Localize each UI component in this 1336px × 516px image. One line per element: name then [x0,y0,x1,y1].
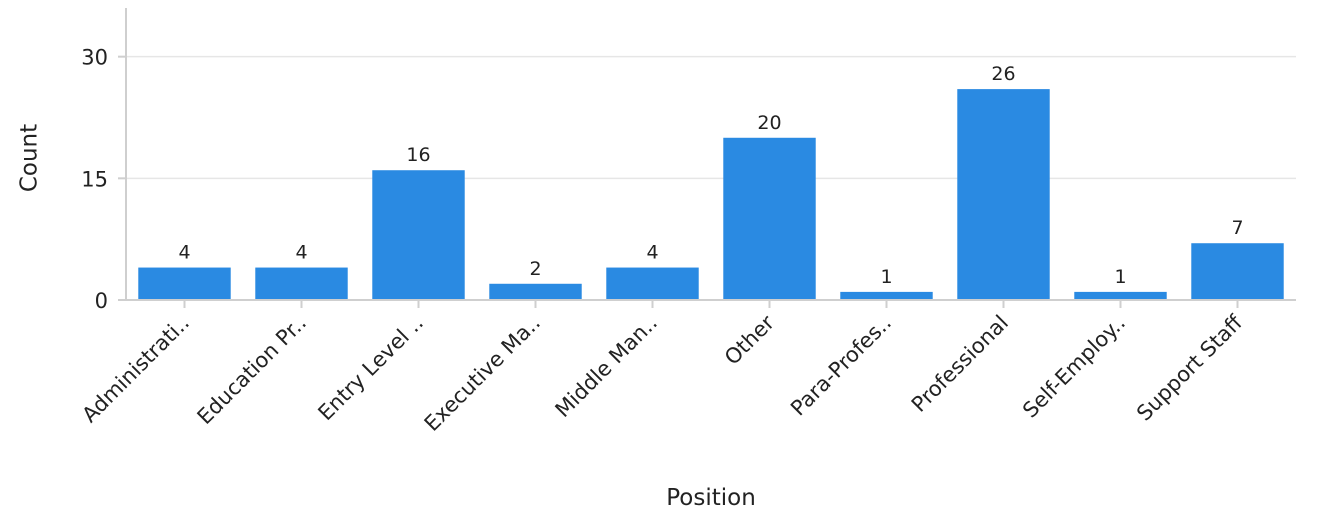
y-axis-ticks: 0 15 30 [81,46,126,313]
bar-5 [723,137,816,300]
bar-4 [606,267,699,300]
bar-2 [372,170,465,300]
x-tick-label-7: Professional [907,311,1013,417]
value-label-3: 2 [529,258,541,280]
y-tick-label-0: 0 [95,289,108,313]
gridlines [126,55,1296,180]
value-label-7: 26 [991,63,1015,85]
x-tick-label-0: Administrati.. [77,311,194,428]
bar-0 [138,267,231,300]
x-tick-label-4: Middle Man.. [551,311,663,423]
x-tick-label-2: Entry Level .. [313,311,428,426]
x-tick-label-3: Executive Ma.. [420,311,545,436]
x-tick-label-8: Self-Employ.. [1018,311,1130,423]
value-labels: 4 4 16 2 4 20 1 26 1 7 [178,63,1243,288]
bar-9 [1191,243,1284,300]
y-tick-label-1: 15 [81,167,108,191]
bar-7 [957,89,1050,300]
value-label-8: 1 [1114,266,1126,288]
value-label-5: 20 [757,112,781,134]
x-tick-label-6: Para-Profes.. [786,311,896,421]
value-label-6: 1 [880,266,892,288]
bar-1 [255,267,348,300]
x-axis-title: Position [666,485,756,511]
bars [138,89,1284,300]
value-label-0: 4 [178,242,190,264]
value-label-1: 4 [295,242,307,264]
value-label-4: 4 [646,242,658,264]
bar-6 [840,291,933,300]
value-label-9: 7 [1231,217,1243,239]
bar-8 [1074,291,1167,300]
x-tick-label-1: Education Pr.. [193,311,311,429]
y-tick-label-2: 30 [81,46,108,70]
bar-3 [489,283,582,300]
y-axis-title: Count [17,124,43,192]
x-tick-label-9: Support Staff [1132,310,1247,425]
x-axis-ticks: Administrati..Education Pr.. Entry Level … [77,300,1247,436]
x-tick-label-5: Other [720,310,779,369]
value-label-2: 16 [406,144,430,166]
